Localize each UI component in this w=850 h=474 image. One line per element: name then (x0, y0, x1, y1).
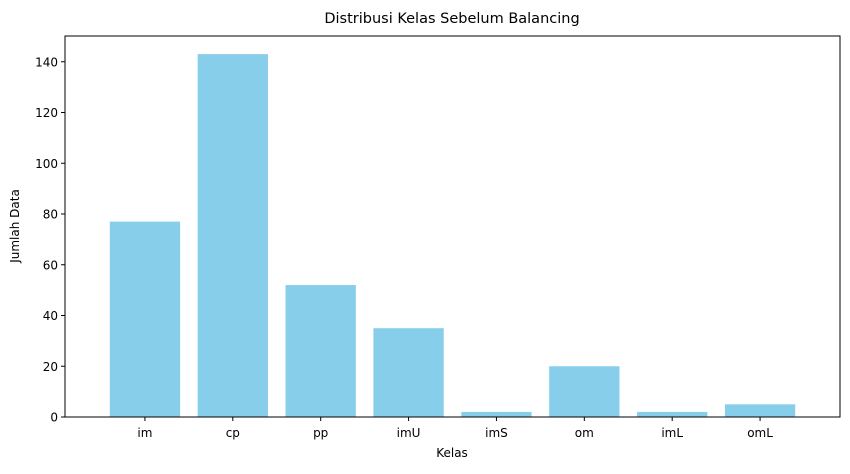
x-axis-label: Kelas (436, 446, 468, 460)
x-tick-label: imU (397, 426, 421, 440)
bar-pp (285, 285, 356, 417)
bars-group (109, 54, 796, 417)
bar-omL (724, 404, 796, 417)
bar-imL (637, 411, 708, 417)
y-tick-label: 20 (43, 360, 58, 374)
x-tick-label: pp (313, 426, 328, 440)
x-tick-label: imL (661, 426, 683, 440)
chart-title: Distribusi Kelas Sebelum Balancing (324, 11, 579, 27)
y-tick-label: 80 (43, 208, 58, 222)
y-tick-label: 40 (43, 309, 58, 323)
y-tick-label: 60 (43, 258, 58, 272)
x-tick-label: imS (485, 426, 508, 440)
bar-imS (461, 411, 532, 417)
bar-om (549, 366, 620, 417)
x-axis: im cp pp imU imS om imL omL (137, 417, 773, 440)
x-tick-label: om (575, 426, 594, 440)
bar-cp (197, 54, 268, 417)
y-axis-label: Jumlah Data (8, 189, 22, 264)
y-tick-label: 100 (35, 157, 58, 171)
plot-frame (64, 35, 841, 418)
x-tick-label: cp (226, 426, 240, 440)
y-tick-label: 0 (50, 411, 58, 425)
x-tick-label: omL (747, 426, 773, 440)
bar-imU (373, 328, 444, 417)
x-tick-label: im (137, 426, 152, 440)
bar-im (109, 221, 181, 417)
y-tick-label: 140 (35, 55, 58, 69)
y-axis: 0 20 40 60 80 100 120 140 (35, 55, 65, 425)
y-tick-label: 120 (35, 106, 58, 120)
